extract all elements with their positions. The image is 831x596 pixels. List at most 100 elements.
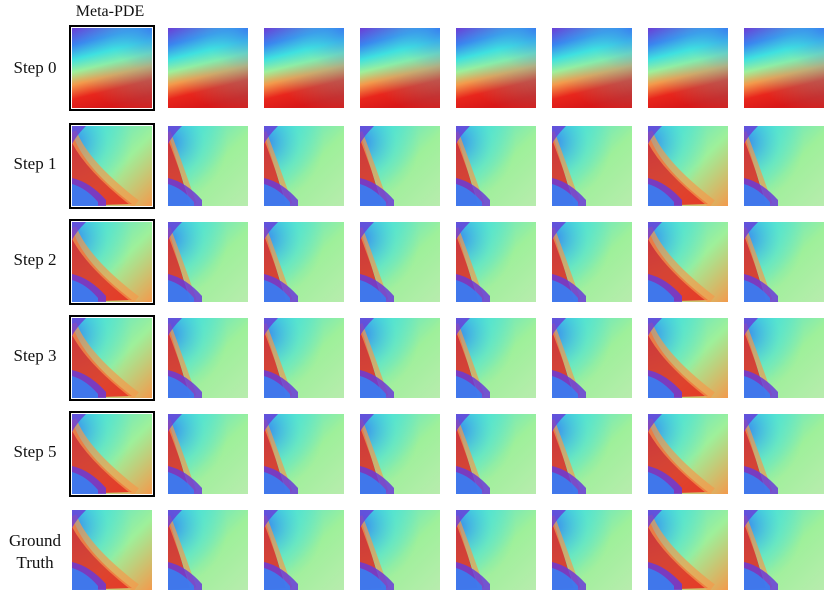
heatmap-image <box>648 28 728 108</box>
heatmap-image <box>744 222 824 302</box>
column-title: Meta-PDE <box>75 3 145 20</box>
heatmap-image <box>360 318 440 398</box>
heatmap-image <box>72 318 152 398</box>
heatmap-tile <box>360 318 440 398</box>
heatmap-image <box>456 28 536 108</box>
heatmap-image <box>648 414 728 494</box>
heatmap-tile <box>360 510 440 590</box>
heatmap-image <box>72 28 152 108</box>
heatmap-tile <box>648 318 728 398</box>
heatmap-tile <box>69 411 155 497</box>
heatmap-tile <box>72 510 152 590</box>
heatmap-image <box>552 222 632 302</box>
row-label-line: Step 5 <box>13 442 57 461</box>
row-label-line: Step 1 <box>13 154 57 173</box>
heatmap-image <box>360 28 440 108</box>
heatmap-tile <box>456 510 536 590</box>
heatmap-tile <box>168 414 248 494</box>
heatmap-tile <box>456 318 536 398</box>
heatmap-tile <box>456 126 536 206</box>
heatmap-image <box>552 414 632 494</box>
heatmap-image <box>552 126 632 206</box>
heatmap-tile <box>456 222 536 302</box>
heatmap-image <box>264 318 344 398</box>
heatmap-image <box>168 510 248 590</box>
heatmap-tile <box>456 28 536 108</box>
heatmap-tile <box>264 510 344 590</box>
heatmap-image <box>648 222 728 302</box>
heatmap-tile <box>648 222 728 302</box>
heatmap-image <box>744 414 824 494</box>
heatmap-tile <box>552 126 632 206</box>
heatmap-tile <box>69 219 155 305</box>
heatmap-tile <box>264 222 344 302</box>
heatmap-image <box>744 28 824 108</box>
heatmap-image <box>168 222 248 302</box>
heatmap-tile <box>744 318 824 398</box>
heatmap-image <box>456 318 536 398</box>
heatmap-image <box>72 126 152 206</box>
heatmap-image <box>744 126 824 206</box>
heatmap-image <box>264 510 344 590</box>
heatmap-tile <box>552 28 632 108</box>
heatmap-image <box>744 318 824 398</box>
heatmap-tile <box>360 222 440 302</box>
heatmap-tile <box>744 126 824 206</box>
heatmap-tile <box>264 28 344 108</box>
heatmap-tile <box>648 126 728 206</box>
heatmap-tile <box>168 222 248 302</box>
heatmap-tile <box>552 222 632 302</box>
heatmap-tile <box>744 414 824 494</box>
heatmap-image <box>552 28 632 108</box>
heatmap-tile <box>69 25 155 111</box>
heatmap-image <box>168 28 248 108</box>
heatmap-image <box>264 28 344 108</box>
heatmap-image <box>648 318 728 398</box>
row-label: Ground Truth <box>0 530 70 574</box>
heatmap-tile <box>648 28 728 108</box>
heatmap-image <box>264 222 344 302</box>
row-label-line: Step 3 <box>13 346 57 365</box>
row-label-line: Ground <box>9 531 61 550</box>
heatmap-tile <box>360 126 440 206</box>
heatmap-tile <box>168 28 248 108</box>
heatmap-tile <box>360 414 440 494</box>
row-label: Step 5 <box>0 441 70 463</box>
heatmap-tile <box>744 28 824 108</box>
row-label: Step 1 <box>0 153 70 175</box>
heatmap-tile <box>264 318 344 398</box>
row-label-line: Step 2 <box>13 250 57 269</box>
row-label: Step 0 <box>0 57 70 79</box>
heatmap-image <box>168 126 248 206</box>
heatmap-tile <box>168 318 248 398</box>
row-label-line: Step 0 <box>13 58 57 77</box>
heatmap-image <box>744 510 824 590</box>
heatmap-tile <box>552 510 632 590</box>
heatmap-image <box>72 414 152 494</box>
row-label: Step 3 <box>0 345 70 367</box>
heatmap-image <box>456 414 536 494</box>
heatmap-tile <box>264 414 344 494</box>
heatmap-tile <box>360 28 440 108</box>
heatmap-image <box>360 510 440 590</box>
heatmap-image <box>72 222 152 302</box>
row-label-line: Truth <box>16 553 54 572</box>
row-label: Step 2 <box>0 249 70 271</box>
heatmap-image <box>456 222 536 302</box>
heatmap-tile <box>552 318 632 398</box>
heatmap-image <box>264 414 344 494</box>
heatmap-image <box>360 414 440 494</box>
heatmap-tile <box>168 510 248 590</box>
heatmap-tile <box>648 510 728 590</box>
heatmap-image <box>360 222 440 302</box>
heatmap-image <box>456 510 536 590</box>
heatmap-tile <box>744 222 824 302</box>
heatmap-tile <box>744 510 824 590</box>
heatmap-tile <box>69 315 155 401</box>
heatmap-image <box>648 510 728 590</box>
heatmap-tile <box>648 414 728 494</box>
heatmap-image <box>264 126 344 206</box>
heatmap-tile <box>456 414 536 494</box>
heatmap-tile <box>168 126 248 206</box>
heatmap-image <box>648 126 728 206</box>
